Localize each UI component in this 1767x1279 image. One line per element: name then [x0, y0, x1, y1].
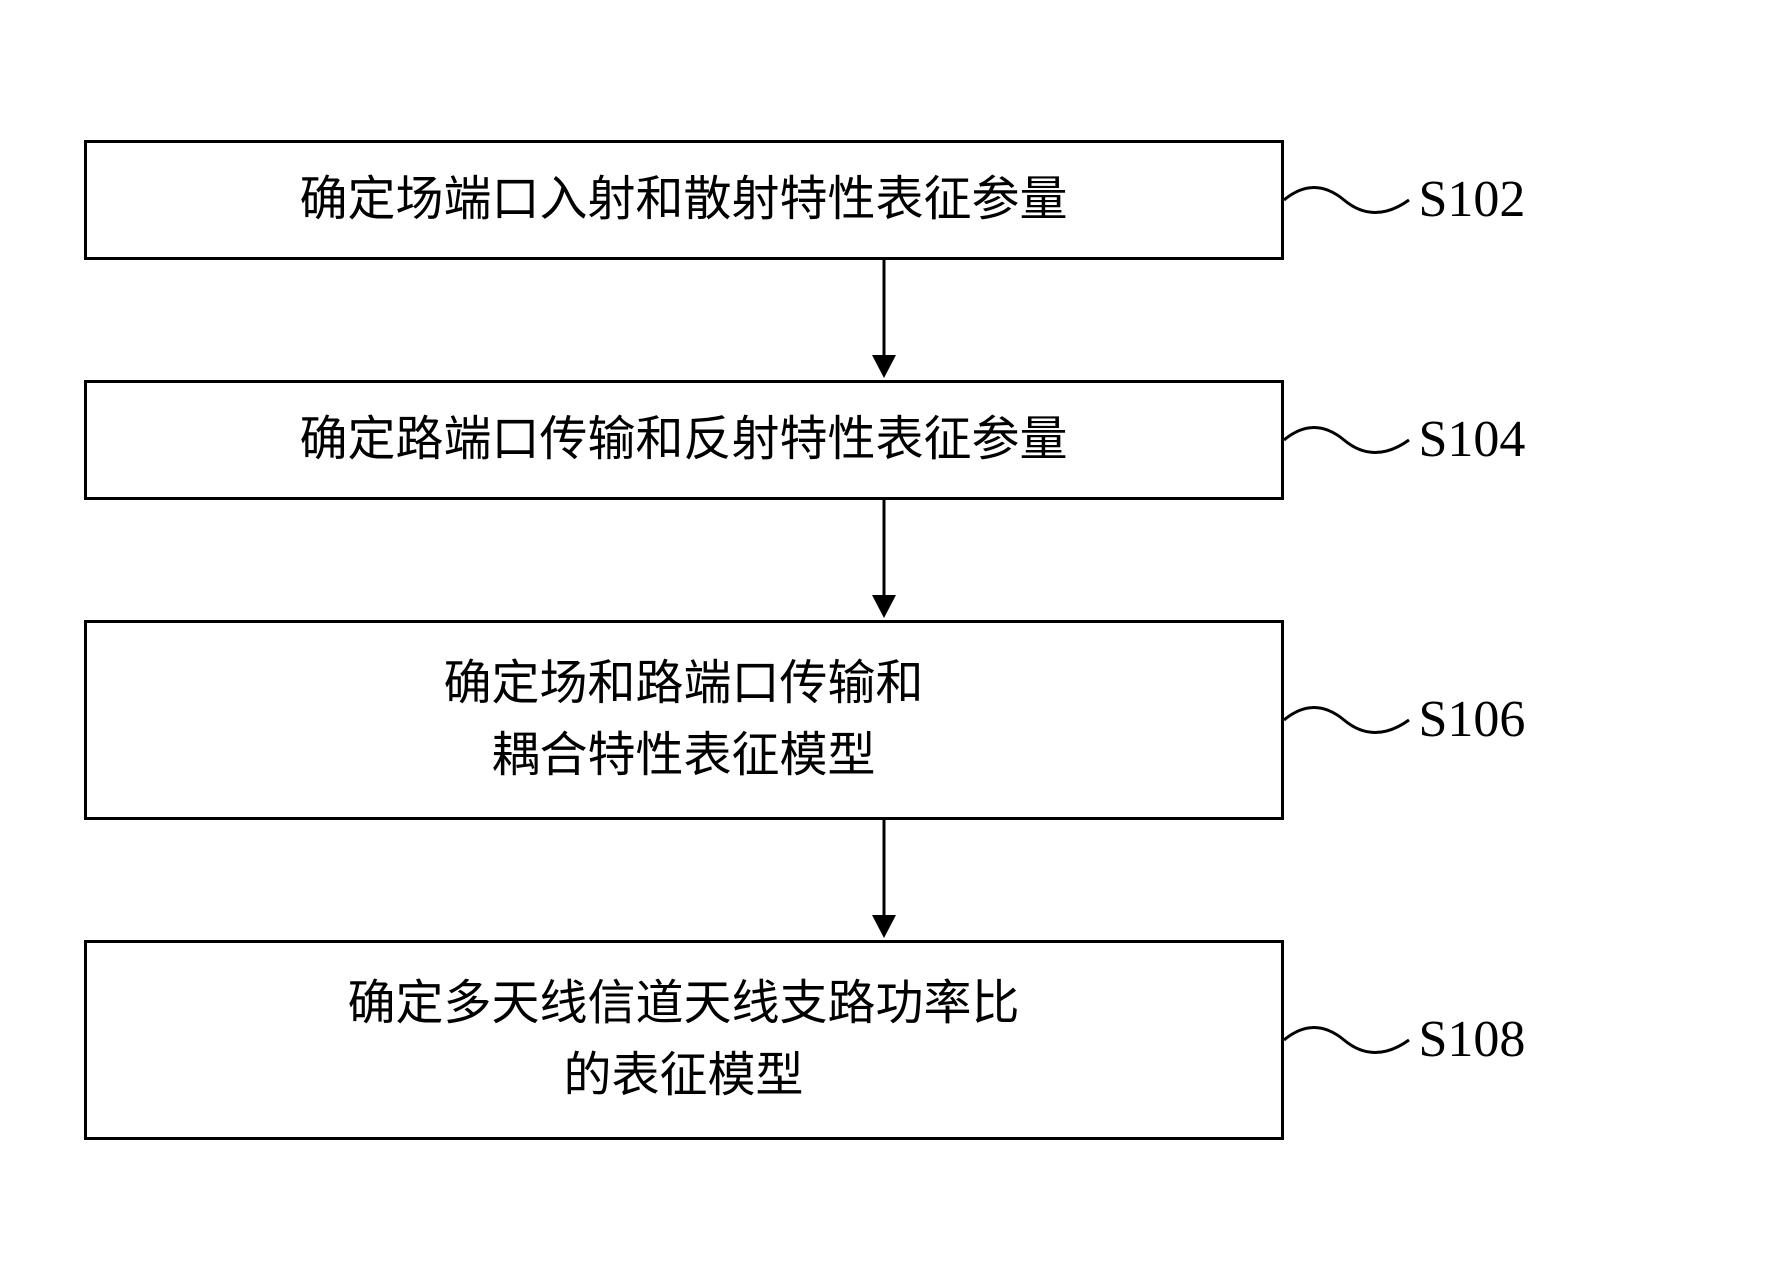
- flowchart-container: 确定场端口入射和散射特性表征参量 S102 确定路端口传输和反射特性表征参量 S…: [84, 140, 1684, 1140]
- label-connector-s106: S106: [1284, 690, 1526, 750]
- step-row-s106: 确定场和路端口传输和 耦合特性表征模型 S106: [84, 620, 1684, 820]
- step-label-s104: S104: [1419, 410, 1526, 469]
- arrow-down-icon: [864, 260, 904, 380]
- step-box-s108: 确定多天线信道天线支路功率比 的表征模型: [84, 940, 1284, 1140]
- wave-connector-icon: [1284, 410, 1414, 470]
- arrow-down-icon: [864, 820, 904, 940]
- arrow-container-3: [284, 820, 1484, 940]
- arrow-container-1: [284, 260, 1484, 380]
- step-box-s102: 确定场端口入射和散射特性表征参量: [84, 140, 1284, 260]
- label-connector-s102: S102: [1284, 170, 1526, 230]
- step-label-s102: S102: [1419, 170, 1526, 229]
- arrow-container-2: [284, 500, 1484, 620]
- label-connector-s108: S108: [1284, 1010, 1526, 1070]
- step-box-s106: 确定场和路端口传输和 耦合特性表征模型: [84, 620, 1284, 820]
- step-text-s106-line2: 耦合特性表征模型: [491, 720, 875, 792]
- label-connector-s104: S104: [1284, 410, 1526, 470]
- arrow-down-icon: [864, 500, 904, 620]
- step-label-s108: S108: [1419, 1010, 1526, 1069]
- step-row-s108: 确定多天线信道天线支路功率比 的表征模型 S108: [84, 940, 1684, 1140]
- wave-connector-icon: [1284, 690, 1414, 750]
- step-row-s104: 确定路端口传输和反射特性表征参量 S104: [84, 380, 1684, 500]
- step-label-s106: S106: [1419, 690, 1526, 749]
- step-text-s102: 确定场端口入射和散射特性表征参量: [299, 164, 1067, 236]
- wave-connector-icon: [1284, 1010, 1414, 1070]
- step-text-s108-line2: 的表征模型: [563, 1040, 803, 1112]
- step-text-s104: 确定路端口传输和反射特性表征参量: [299, 404, 1067, 476]
- step-row-s102: 确定场端口入射和散射特性表征参量 S102: [84, 140, 1684, 260]
- wave-connector-icon: [1284, 170, 1414, 230]
- step-text-s106-line1: 确定场和路端口传输和: [443, 648, 923, 720]
- step-text-s108-line1: 确定多天线信道天线支路功率比: [347, 968, 1019, 1040]
- step-box-s104: 确定路端口传输和反射特性表征参量: [84, 380, 1284, 500]
